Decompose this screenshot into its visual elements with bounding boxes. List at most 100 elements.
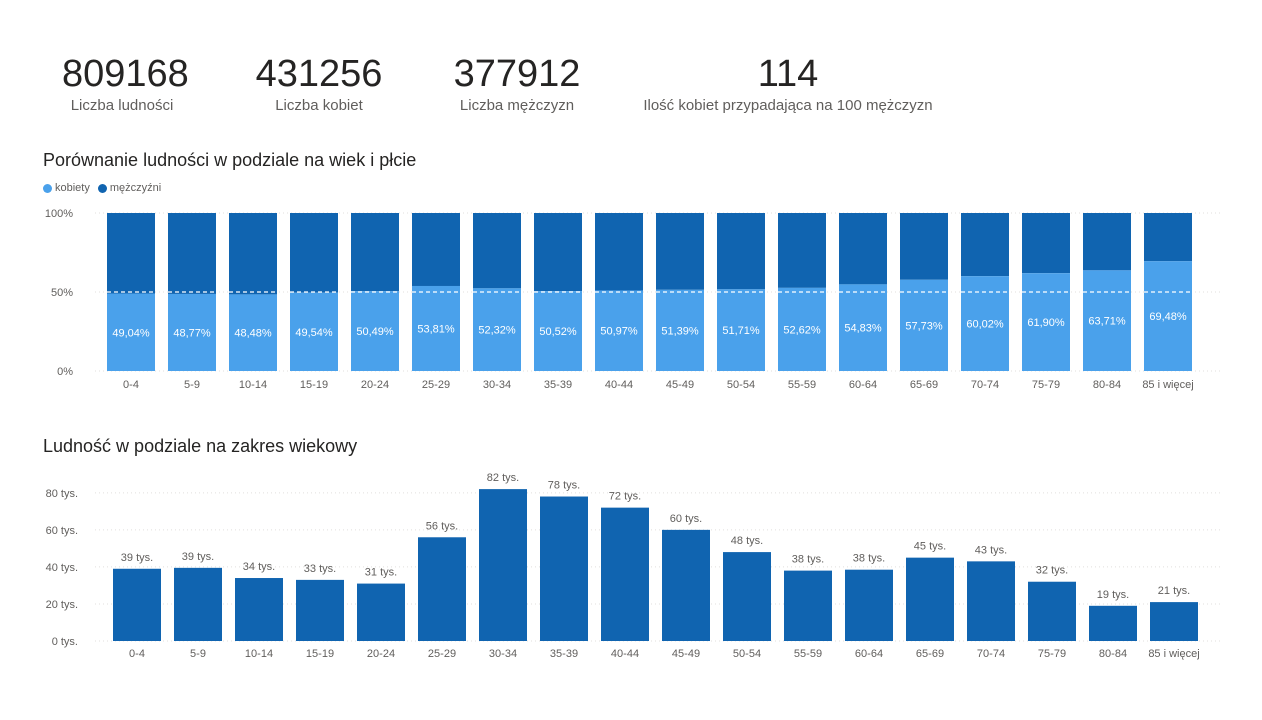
y-tick-label: 60 tys. [46, 525, 78, 537]
bar-men [1022, 213, 1070, 274]
data-label: 69,48% [1149, 311, 1187, 323]
data-label: 51,71% [722, 325, 760, 337]
bar [662, 529, 710, 641]
bar-women [229, 294, 277, 371]
data-label: 48 tys. [731, 535, 763, 547]
x-tick-label: 55-59 [794, 648, 822, 660]
bar [235, 578, 283, 641]
bar-women [839, 284, 887, 371]
x-tick-label: 20-24 [367, 648, 395, 660]
x-tick-label: 85 i więcej [1142, 379, 1193, 391]
x-tick-label: 0-4 [123, 379, 139, 391]
y-tick-label: 50% [51, 287, 73, 299]
bar-men [900, 213, 948, 280]
bar [479, 489, 527, 641]
bar-women [778, 287, 826, 371]
bar-men [168, 213, 216, 294]
chart2-title: Ludność w podziale na zakres wiekowy [43, 436, 358, 456]
kpi-population: 809168 Liczba ludności [62, 52, 189, 116]
bar-men [229, 213, 277, 295]
bar-women [412, 285, 460, 371]
bar-women [290, 292, 338, 371]
x-tick-label: 80-84 [1093, 379, 1121, 391]
data-label: 48,48% [234, 328, 272, 340]
x-tick-label: 45-49 [672, 648, 700, 660]
x-tick-label: 15-19 [300, 379, 328, 391]
data-label: 52,62% [783, 324, 821, 336]
bar-men [1144, 213, 1192, 262]
bar-women [656, 289, 704, 371]
data-label: 61,90% [1027, 317, 1065, 329]
y-tick-label: 100% [45, 208, 73, 220]
x-tick-label: 5-9 [190, 648, 206, 660]
x-tick-label: 75-79 [1032, 379, 1060, 391]
bar [357, 583, 405, 641]
data-label: 51,39% [661, 325, 699, 337]
data-label: 49,54% [295, 327, 333, 339]
legend-dot-men [97, 183, 107, 193]
data-label: 60 tys. [670, 513, 702, 525]
bar [1089, 605, 1137, 641]
kpi-ratio: 114 Ilość kobiet przypadająca na 100 męż… [628, 52, 948, 116]
x-tick-label: 20-24 [361, 379, 389, 391]
x-tick-label: 50-54 [727, 379, 755, 391]
bar [1028, 581, 1076, 641]
data-label: 38 tys. [792, 554, 824, 566]
x-tick-label: 60-64 [849, 379, 877, 391]
bar-men [534, 213, 582, 292]
bar-women [168, 293, 216, 371]
data-label: 63,71% [1088, 316, 1126, 328]
data-label: 21 tys. [1158, 585, 1190, 597]
bar [418, 537, 466, 641]
legend-item-men[interactable]: mężczyźni [97, 182, 162, 194]
data-label: 49,04% [112, 327, 150, 339]
x-tick-label: 75-79 [1038, 648, 1066, 660]
bar [296, 579, 344, 641]
bar-men [961, 213, 1009, 277]
data-label: 33 tys. [304, 563, 336, 575]
bar-women [1083, 270, 1131, 371]
bar-men [351, 213, 399, 292]
bar-women [900, 279, 948, 371]
legend-label-men: mężczyźni [109, 182, 162, 194]
x-tick-label: 40-44 [611, 648, 639, 660]
bar [540, 496, 588, 641]
bar-women [534, 291, 582, 371]
data-label: 48,77% [173, 327, 211, 339]
chart1-title: Porównanie ludności w podziale na wiek i… [43, 150, 417, 170]
data-label: 34 tys. [243, 561, 275, 573]
legend-item-women[interactable]: kobiety [43, 182, 90, 194]
data-label: 53,81% [417, 323, 455, 335]
x-tick-label: 0-4 [129, 648, 145, 660]
kpi-label: Liczba kobiet [275, 97, 363, 114]
x-tick-label: 55-59 [788, 379, 816, 391]
kpi-value: 809168 [62, 53, 189, 95]
bar-men [290, 213, 338, 293]
x-tick-label: 15-19 [306, 648, 334, 660]
data-label: 39 tys. [121, 552, 153, 564]
bar-men [473, 213, 521, 289]
y-tick-label: 40 tys. [46, 562, 78, 574]
bar [723, 552, 771, 641]
bar-women [717, 289, 765, 371]
kpi-men: 377912 Liczba mężczyzn [447, 52, 587, 116]
data-label: 78 tys. [548, 480, 580, 492]
data-label: 19 tys. [1097, 589, 1129, 601]
bar-men [778, 213, 826, 288]
x-tick-label: 60-64 [855, 648, 883, 660]
bar-women [1022, 273, 1070, 371]
x-tick-label: 50-54 [733, 648, 761, 660]
legend-dot-women [43, 183, 52, 193]
legend-label-women: kobiety [55, 182, 90, 194]
population-by-age-chart: 80 tys. 60 tys. 40 tys. 20 tys. 0 tys. 39 tys… [46, 472, 1220, 660]
kpi-value: 114 [757, 53, 819, 95]
y-tick-label: 0 tys. [52, 636, 78, 648]
data-label: 38 tys. [853, 553, 885, 565]
x-tick-label: 85 i więcej [1148, 648, 1199, 660]
bar [113, 568, 161, 641]
x-tick-label: 25-29 [422, 379, 450, 391]
kpi-value: 431256 [255, 53, 383, 95]
bar-men [656, 213, 704, 290]
data-label: 52,32% [478, 325, 516, 337]
kpi-women: 431256 Liczba kobiet [254, 52, 384, 116]
